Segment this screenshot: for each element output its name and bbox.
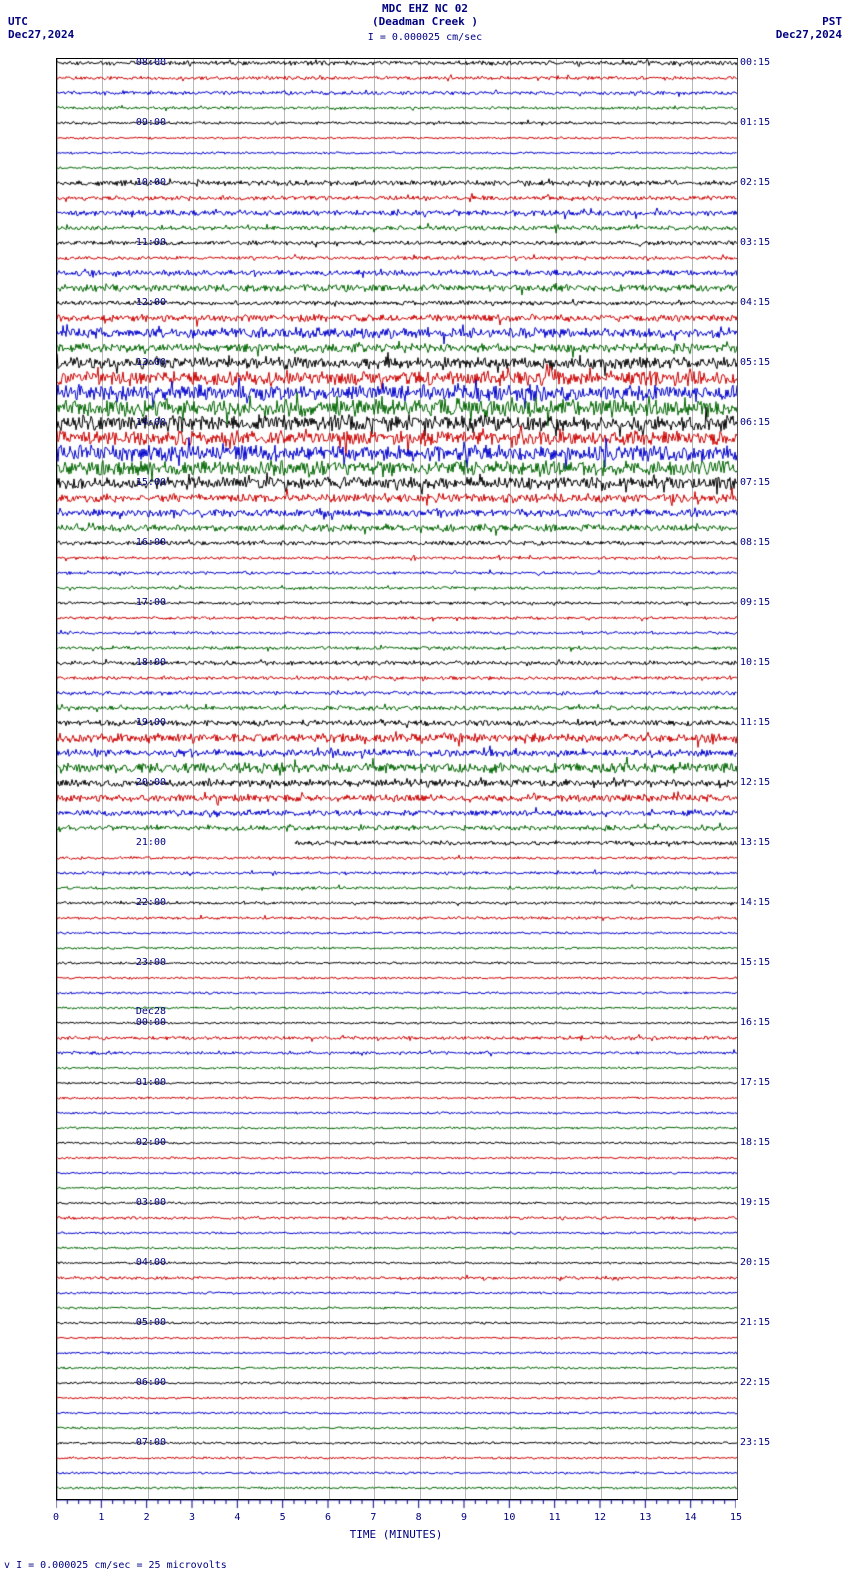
pst-time-label: 20:15 bbox=[740, 1257, 790, 1268]
utc-time-label: 19:00 bbox=[116, 717, 166, 728]
x-tick-label: 14 bbox=[685, 1512, 697, 1523]
utc-time-label: 11:00 bbox=[116, 237, 166, 248]
pst-time-label: 16:15 bbox=[740, 1017, 790, 1028]
x-tick-label: 4 bbox=[234, 1512, 240, 1523]
utc-time-label: 17:00 bbox=[116, 597, 166, 608]
utc-time-label: 10:00 bbox=[116, 177, 166, 188]
scale-text: = 0.000025 cm/sec bbox=[380, 32, 482, 43]
pst-time-label: 21:15 bbox=[740, 1317, 790, 1328]
x-tick-label: 1 bbox=[98, 1512, 104, 1523]
x-tick-label: 15 bbox=[730, 1512, 742, 1523]
x-tick-marks bbox=[56, 1500, 736, 1514]
footer-text: I = 0.000025 cm/sec = 25 microvolts bbox=[16, 1560, 227, 1571]
utc-time-label: 07:00 bbox=[116, 1437, 166, 1448]
date-label: Dec28 bbox=[116, 1006, 166, 1017]
pst-time-label: 11:15 bbox=[740, 717, 790, 728]
station-code: MDC EHZ NC 02 bbox=[382, 2, 468, 15]
x-tick-label: 12 bbox=[594, 1512, 606, 1523]
helicorder-container: MDC EHZ NC 02 (Deadman Creek ) I = 0.000… bbox=[0, 0, 850, 1584]
right-timezone: PST Dec27,2024 bbox=[776, 15, 842, 41]
pst-time-label: 15:15 bbox=[740, 957, 790, 968]
utc-time-label: 16:00 bbox=[116, 537, 166, 548]
station-title: MDC EHZ NC 02 (Deadman Creek ) bbox=[372, 2, 478, 28]
tz-right-date: Dec27,2024 bbox=[776, 28, 842, 41]
utc-time-label: 02:00 bbox=[116, 1137, 166, 1148]
x-tick-label: 5 bbox=[280, 1512, 286, 1523]
x-tick-label: 8 bbox=[416, 1512, 422, 1523]
utc-time-label: 08:00 bbox=[116, 57, 166, 68]
utc-time-label: 09:00 bbox=[116, 117, 166, 128]
left-timezone: UTC Dec27,2024 bbox=[8, 15, 74, 41]
x-tick-label: 6 bbox=[325, 1512, 331, 1523]
pst-time-label: 00:15 bbox=[740, 57, 790, 68]
pst-time-label: 07:15 bbox=[740, 477, 790, 488]
scale-bar-icon: I bbox=[368, 32, 374, 43]
utc-time-label: 04:00 bbox=[116, 1257, 166, 1268]
x-tick-label: 2 bbox=[144, 1512, 150, 1523]
pst-time-label: 19:15 bbox=[740, 1197, 790, 1208]
pst-time-label: 05:15 bbox=[740, 357, 790, 368]
utc-time-label: 05:00 bbox=[116, 1317, 166, 1328]
pst-time-label: 12:15 bbox=[740, 777, 790, 788]
pst-time-label: 13:15 bbox=[740, 837, 790, 848]
grid-line bbox=[737, 59, 738, 1499]
utc-time-label: 06:00 bbox=[116, 1377, 166, 1388]
x-tick-label: 9 bbox=[461, 1512, 467, 1523]
x-tick-label: 7 bbox=[370, 1512, 376, 1523]
utc-time-label: 23:00 bbox=[116, 957, 166, 968]
header: MDC EHZ NC 02 (Deadman Creek ) I = 0.000… bbox=[0, 0, 850, 50]
x-tick-label: 0 bbox=[53, 1512, 59, 1523]
x-axis: TIME (MINUTES) 0123456789101112131415 bbox=[56, 1500, 736, 1540]
x-tick-label: 11 bbox=[549, 1512, 561, 1523]
pst-time-label: 08:15 bbox=[740, 537, 790, 548]
x-tick-label: 10 bbox=[503, 1512, 515, 1523]
pst-time-label: 17:15 bbox=[740, 1077, 790, 1088]
utc-time-label: 18:00 bbox=[116, 657, 166, 668]
pst-time-label: 03:15 bbox=[740, 237, 790, 248]
utc-time-label: 12:00 bbox=[116, 297, 166, 308]
pst-time-label: 09:15 bbox=[740, 597, 790, 608]
x-axis-label: TIME (MINUTES) bbox=[350, 1528, 443, 1541]
pst-time-label: 22:15 bbox=[740, 1377, 790, 1388]
pst-time-label: 02:15 bbox=[740, 177, 790, 188]
utc-time-label: 03:00 bbox=[116, 1197, 166, 1208]
tz-left-date: Dec27,2024 bbox=[8, 28, 74, 41]
utc-time-label: 01:00 bbox=[116, 1077, 166, 1088]
footer-prefix: v bbox=[4, 1560, 10, 1571]
pst-time-label: 06:15 bbox=[740, 417, 790, 428]
pst-time-label: 23:15 bbox=[740, 1437, 790, 1448]
x-tick-label: 13 bbox=[639, 1512, 651, 1523]
scale-label: I = 0.000025 cm/sec bbox=[368, 32, 482, 43]
pst-time-label: 01:15 bbox=[740, 117, 790, 128]
utc-time-label: 15:00 bbox=[116, 477, 166, 488]
pst-time-label: 04:15 bbox=[740, 297, 790, 308]
pst-time-label: 18:15 bbox=[740, 1137, 790, 1148]
utc-time-label: 13:00 bbox=[116, 357, 166, 368]
utc-time-label: 22:00 bbox=[116, 897, 166, 908]
pst-time-label: 10:15 bbox=[740, 657, 790, 668]
x-tick-label: 3 bbox=[189, 1512, 195, 1523]
tz-right-name: PST bbox=[822, 15, 842, 28]
pst-time-label: 14:15 bbox=[740, 897, 790, 908]
utc-time-label: 00:00 bbox=[116, 1017, 166, 1028]
station-location: (Deadman Creek ) bbox=[372, 15, 478, 28]
footer-scale: v I = 0.000025 cm/sec = 25 microvolts bbox=[4, 1560, 227, 1571]
utc-time-label: 20:00 bbox=[116, 777, 166, 788]
tz-left-name: UTC bbox=[8, 15, 28, 28]
utc-time-label: 14:00 bbox=[116, 417, 166, 428]
utc-time-label: 21:00 bbox=[116, 837, 166, 848]
